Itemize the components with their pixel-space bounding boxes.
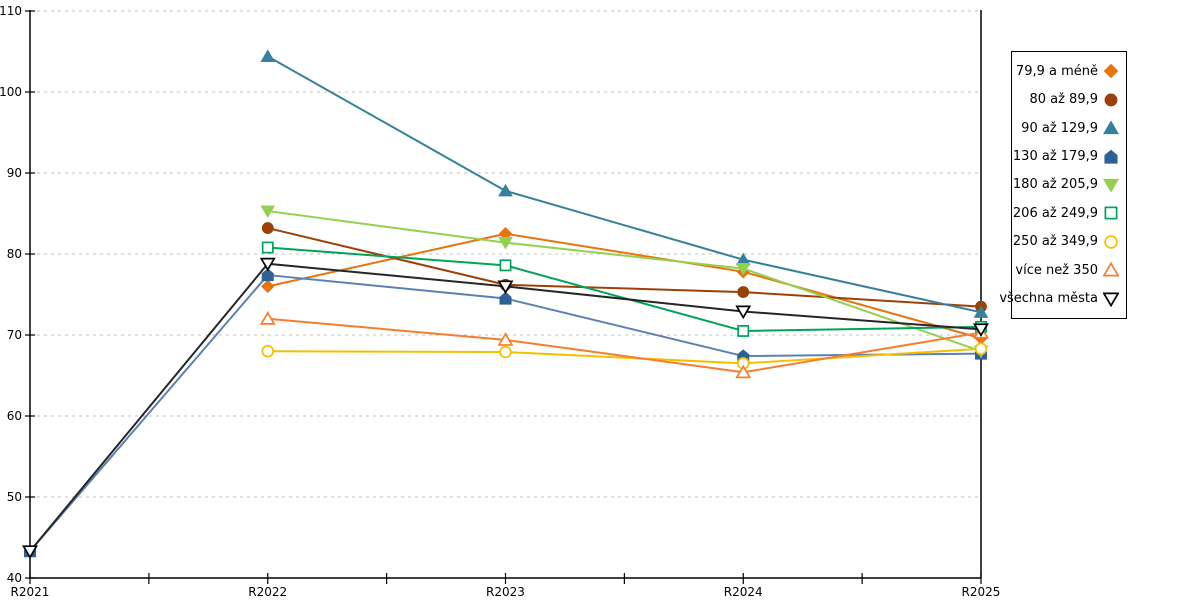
- legend-item-label: více než 350: [1015, 262, 1098, 278]
- legend-item-label: 206 až 249,9: [1012, 205, 1098, 221]
- y-tick-label: 80: [7, 247, 22, 261]
- y-tick-label: 70: [7, 328, 22, 342]
- gridlines: [30, 10, 981, 498]
- x-axis-ticks: R2021 R2022 R2023 R2024 R2025: [11, 573, 1001, 599]
- legend-item-label: 250 až 349,9: [1012, 234, 1098, 250]
- legend-marker-icon: [1103, 63, 1119, 79]
- y-tick-label: 60: [7, 409, 22, 423]
- x-tick-label: R2022: [248, 585, 287, 599]
- legend-item-label: 180 až 205,9: [1012, 177, 1098, 193]
- x-tick-label: R2025: [962, 585, 1001, 599]
- y-tick-label: 110: [0, 4, 22, 18]
- series-všechna-města: [22, 257, 989, 559]
- legend-marker-icon: [1103, 292, 1119, 307]
- legend-item-label: 130 až 179,9: [1012, 149, 1098, 165]
- legend-item: 90 až 129,9: [1016, 120, 1119, 136]
- legend-marker-icon: [1103, 178, 1119, 193]
- legend-marker-icon: [1104, 235, 1118, 249]
- legend-marker-icon: [1104, 93, 1118, 107]
- y-tick-label: 100: [0, 85, 22, 99]
- chart-legend: 79,9 a méně 80 až 89,9 90 až 129,9 130 až 1…: [999, 51, 1127, 319]
- legend-item: všechna města: [999, 291, 1119, 307]
- legend-item: více než 350: [1015, 262, 1119, 278]
- legend-item: 130 až 179,9: [1012, 149, 1119, 165]
- series-250-až-349-9: [261, 342, 988, 370]
- series-130-až-179-9: [23, 268, 988, 558]
- legend-marker-icon: [1104, 149, 1118, 164]
- legend-item-label: 90 až 129,9: [1021, 120, 1098, 136]
- legend-item: 80 až 89,9: [1016, 92, 1119, 108]
- y-tick-label: 50: [7, 490, 22, 504]
- y-tick-label: 40: [7, 571, 22, 585]
- legend-item: 180 až 205,9: [1012, 177, 1119, 193]
- legend-item: 250 až 349,9: [1012, 234, 1119, 250]
- legend-item-label: 80 až 89,9: [1029, 92, 1098, 108]
- legend-item: 206 až 249,9: [1012, 205, 1119, 221]
- legend-marker-icon: [1104, 206, 1118, 220]
- series-90-až-129-9: [260, 49, 989, 318]
- legend-marker-icon: [1103, 262, 1119, 277]
- x-tick-label: R2021: [11, 585, 50, 599]
- x-tick-label: R2023: [486, 585, 525, 599]
- y-axis-ticks: 40 50 60 70 80 90 100 110: [0, 4, 35, 585]
- x-tick-label: R2024: [724, 585, 763, 599]
- y-tick-label: 90: [7, 166, 22, 180]
- legend-item-label: všechna města: [999, 291, 1098, 307]
- legend-item-label: 79,9 a méně: [1015, 63, 1098, 79]
- legend-marker-icon: [1103, 120, 1119, 135]
- legend-item: 79,9 a méně: [1016, 63, 1119, 79]
- series-více-než-350: [259, 311, 989, 379]
